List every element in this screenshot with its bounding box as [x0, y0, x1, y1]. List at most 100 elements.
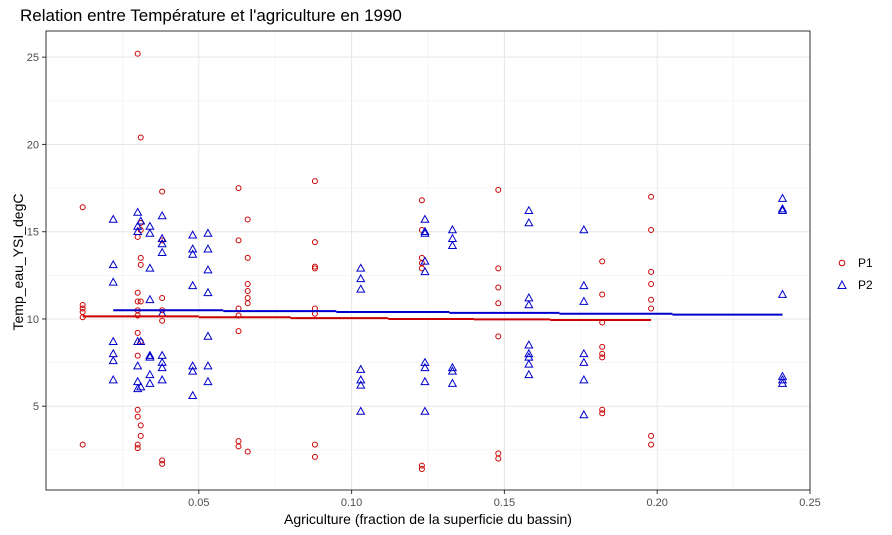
point-p1 — [599, 258, 606, 265]
point-p2 — [447, 366, 458, 375]
point-p2 — [203, 361, 213, 370]
point-p1 — [79, 441, 86, 448]
point-p2 — [524, 359, 534, 368]
point-p2 — [356, 263, 366, 272]
point-p2 — [136, 382, 146, 391]
point-p1 — [244, 295, 251, 302]
point-p2 — [145, 294, 155, 304]
point-p1 — [648, 305, 655, 312]
point-p1 — [137, 422, 144, 429]
point-p1 — [79, 305, 86, 312]
legend-item-p2: P2 — [833, 274, 873, 296]
point-p2 — [579, 296, 589, 305]
point-p2 — [579, 375, 589, 384]
legend-label-p2: P2 — [858, 278, 873, 292]
point-p2 — [777, 375, 788, 384]
point-p2 — [420, 357, 430, 366]
point-p1 — [235, 328, 242, 335]
x-axis-label: Agriculture (fraction de la superficie d… — [284, 511, 572, 527]
point-p2 — [356, 375, 366, 384]
point-p1 — [648, 296, 655, 303]
point-p1 — [495, 450, 502, 457]
point-p1 — [137, 134, 144, 141]
point-p1 — [134, 233, 141, 240]
point-p1 — [311, 178, 318, 185]
legend: P1 P2 — [833, 252, 873, 296]
y-tick-label: 10 — [27, 314, 39, 326]
chart-title: Relation entre Température et l'agricult… — [20, 6, 402, 25]
point-p2 — [188, 366, 198, 375]
point-p2 — [420, 406, 430, 415]
point-p2 — [133, 207, 143, 216]
point-p2 — [136, 336, 146, 345]
point-p2 — [108, 277, 118, 286]
point-p2 — [145, 369, 155, 379]
x-tick-label: 0.15 — [494, 497, 515, 509]
point-p2 — [188, 230, 198, 239]
point-p2 — [108, 355, 118, 365]
point-p2 — [524, 340, 534, 349]
point-p2 — [188, 244, 198, 253]
point-p2 — [579, 348, 589, 358]
point-p1 — [648, 432, 655, 439]
point-p2 — [203, 265, 213, 274]
point-p2 — [356, 284, 366, 293]
point-p1 — [79, 308, 86, 315]
point-p2 — [420, 214, 430, 223]
point-p2 — [356, 364, 366, 373]
point-p2 — [447, 233, 458, 242]
legend-label-p1: P1 — [858, 256, 873, 270]
point-p2 — [188, 280, 198, 290]
point-p1 — [311, 453, 318, 460]
point-p2 — [777, 378, 788, 387]
point-p2 — [777, 205, 788, 215]
point-p2 — [145, 263, 155, 272]
point-p1 — [495, 333, 502, 340]
x-tick-label: 0.10 — [341, 497, 362, 509]
point-p2 — [145, 378, 155, 387]
point-p2 — [447, 362, 458, 372]
point-p1 — [134, 413, 141, 420]
legend-key-p1-circle-icon — [838, 259, 846, 267]
point-p2 — [420, 228, 430, 237]
point-p1 — [244, 254, 251, 261]
point-p2 — [157, 210, 167, 220]
point-p1 — [418, 197, 425, 204]
point-p1 — [235, 443, 242, 450]
point-p2 — [157, 357, 167, 366]
point-p2 — [777, 289, 788, 298]
point-p1 — [134, 289, 141, 296]
point-p1 — [235, 185, 242, 192]
point-p2 — [108, 348, 118, 358]
point-p2 — [188, 361, 198, 370]
x-tick-label: 0.05 — [188, 497, 209, 509]
point-p2 — [356, 380, 366, 389]
point-p1 — [137, 261, 144, 268]
point-p2 — [108, 375, 118, 384]
point-p1 — [244, 216, 251, 223]
point-p2 — [579, 224, 589, 234]
point-p2 — [203, 287, 213, 297]
point-p1 — [495, 300, 502, 307]
point-p1 — [599, 406, 606, 413]
point-p1 — [311, 263, 318, 270]
point-p2 — [420, 256, 430, 265]
point-p1 — [134, 406, 141, 413]
point-p2 — [524, 292, 534, 302]
point-p1 — [648, 193, 655, 200]
point-p2 — [447, 224, 458, 234]
point-p1 — [244, 281, 251, 288]
point-p2 — [157, 350, 167, 359]
point-p1 — [418, 466, 425, 473]
point-p1 — [137, 298, 144, 305]
point-p1 — [311, 239, 318, 246]
x-tick-label: 0.20 — [646, 497, 667, 509]
y-tick-label: 20 — [27, 139, 39, 151]
point-p2 — [145, 350, 155, 359]
point-p1 — [311, 441, 318, 448]
point-p1 — [134, 50, 141, 57]
point-p1 — [235, 438, 242, 445]
x-tick-label: 0.25 — [799, 497, 820, 509]
point-p2 — [157, 247, 167, 256]
